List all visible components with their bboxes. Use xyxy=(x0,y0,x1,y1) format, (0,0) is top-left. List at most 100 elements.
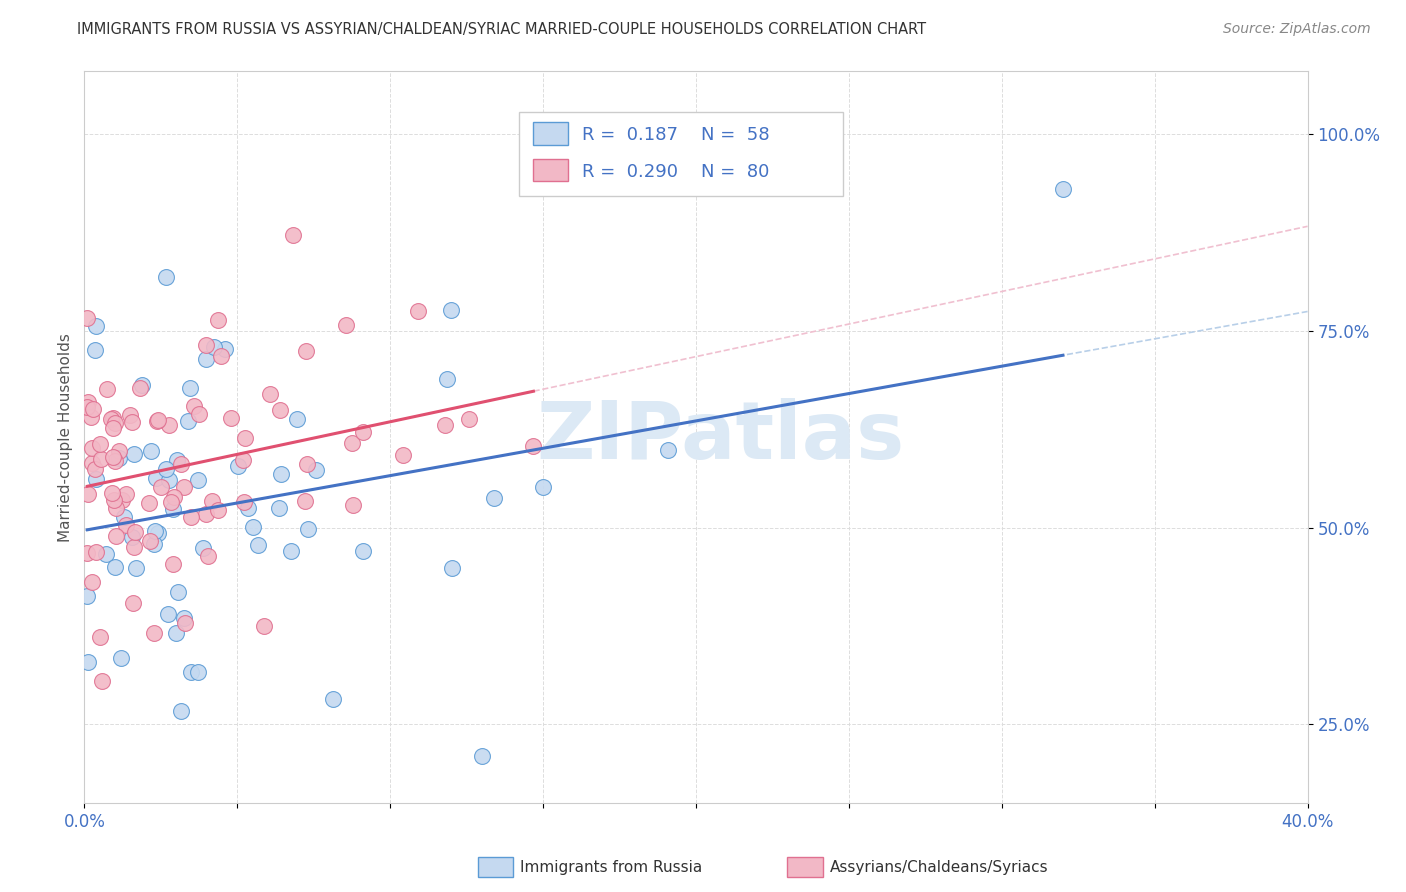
Point xyxy=(170,457,193,471)
Text: Immigrants from Russia: Immigrants from Russia xyxy=(520,860,703,874)
Point xyxy=(209,349,232,363)
Point xyxy=(77,487,100,501)
Point xyxy=(157,417,180,432)
Point xyxy=(80,456,103,470)
Point xyxy=(167,585,190,599)
Point xyxy=(76,400,98,414)
Point xyxy=(104,528,127,542)
Point xyxy=(125,560,148,574)
Point xyxy=(195,338,218,352)
Point xyxy=(352,425,374,439)
Point xyxy=(176,414,198,428)
Point xyxy=(124,540,146,554)
Point xyxy=(146,526,169,541)
Point xyxy=(145,414,167,428)
Point xyxy=(297,522,319,536)
Point xyxy=(294,494,316,508)
Point xyxy=(80,574,103,589)
Text: IMMIGRANTS FROM RUSSIA VS ASSYRIAN/CHALDEAN/SYRIAC MARRIED-COUPLE HOUSEHOLDS COR: IMMIGRANTS FROM RUSSIA VS ASSYRIAN/CHALD… xyxy=(77,22,927,37)
Point xyxy=(406,304,429,318)
Point xyxy=(163,490,186,504)
Point xyxy=(121,415,143,429)
Point xyxy=(247,538,270,552)
Point xyxy=(103,492,125,507)
Point xyxy=(522,440,544,454)
Point xyxy=(155,461,177,475)
Point xyxy=(352,544,374,558)
Point xyxy=(82,441,104,455)
FancyBboxPatch shape xyxy=(519,112,842,195)
Point xyxy=(458,412,481,426)
Point xyxy=(155,269,177,284)
Point xyxy=(187,473,209,487)
Point xyxy=(108,443,131,458)
Point xyxy=(295,343,318,358)
Point xyxy=(165,626,187,640)
Point xyxy=(139,534,162,549)
Point xyxy=(207,502,229,516)
Point xyxy=(86,545,108,559)
Point xyxy=(269,402,291,417)
Point xyxy=(96,382,118,396)
Point xyxy=(110,651,132,665)
Point xyxy=(201,494,224,508)
Point xyxy=(129,381,152,395)
Point xyxy=(104,560,127,574)
Point xyxy=(80,410,103,425)
Point xyxy=(173,480,195,494)
Point xyxy=(342,498,364,512)
Point xyxy=(202,341,225,355)
Point xyxy=(531,480,554,494)
Point xyxy=(143,537,166,551)
Point xyxy=(195,507,218,521)
Point xyxy=(157,607,180,622)
Bar xyxy=(533,159,568,181)
Point xyxy=(340,435,363,450)
Point xyxy=(83,343,105,357)
Point xyxy=(191,541,214,556)
Point xyxy=(76,310,98,325)
Point xyxy=(101,486,124,500)
Point xyxy=(267,500,290,515)
Point xyxy=(108,451,131,466)
Text: R =  0.290    N =  80: R = 0.290 N = 80 xyxy=(582,162,769,180)
Point xyxy=(112,509,135,524)
Point xyxy=(305,463,328,477)
Point xyxy=(148,413,170,427)
Point xyxy=(105,500,128,515)
Point xyxy=(270,467,292,482)
Point xyxy=(77,655,100,669)
Point xyxy=(124,525,146,540)
Point xyxy=(471,748,494,763)
Point xyxy=(259,386,281,401)
Text: ZIPatlas: ZIPatlas xyxy=(536,398,904,476)
Bar xyxy=(533,122,568,145)
Point xyxy=(236,501,259,516)
Point xyxy=(180,510,202,524)
Point xyxy=(157,473,180,487)
Point xyxy=(149,480,172,494)
Point xyxy=(86,319,108,334)
Point xyxy=(143,524,166,539)
Text: Source: ZipAtlas.com: Source: ZipAtlas.com xyxy=(1223,22,1371,37)
Point xyxy=(139,443,162,458)
Point xyxy=(233,431,256,445)
Point xyxy=(145,471,167,485)
Point xyxy=(115,517,138,532)
Point xyxy=(103,454,125,468)
Point xyxy=(657,442,679,457)
Point xyxy=(173,616,195,631)
Y-axis label: Married-couple Households: Married-couple Households xyxy=(58,333,73,541)
Point xyxy=(197,549,219,563)
Point xyxy=(194,351,217,366)
Point xyxy=(91,674,114,689)
Point xyxy=(111,493,134,508)
Point xyxy=(335,318,357,332)
Point xyxy=(82,402,104,417)
Point xyxy=(173,611,195,625)
Point xyxy=(170,704,193,718)
Point xyxy=(138,495,160,509)
Point xyxy=(392,448,415,462)
Point xyxy=(253,618,276,632)
Point xyxy=(131,378,153,392)
